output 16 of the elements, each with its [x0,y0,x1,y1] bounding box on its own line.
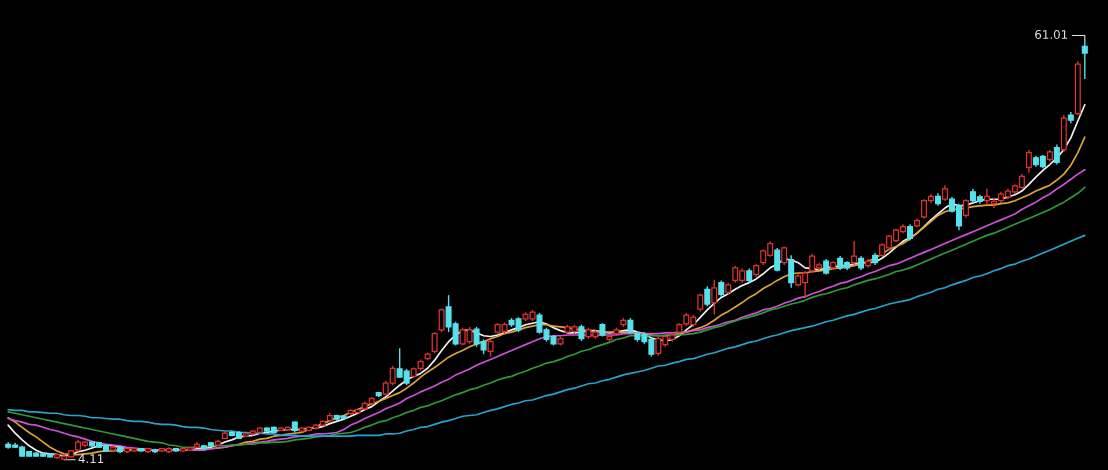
candlestick [983,188,990,206]
candlestick [704,285,711,307]
candlestick [438,307,445,333]
candlestick [962,198,969,219]
candlestick [1081,38,1088,80]
candlestick [431,331,438,355]
annotation: 4.11 [78,454,104,463]
candlestick [990,197,997,209]
candlestick [781,245,788,266]
candlestick [1025,149,1032,174]
candlestick [1053,143,1060,166]
candlestick [851,240,858,266]
candlestick [774,247,781,273]
text: 61.01 [1035,30,1068,39]
candlestick [788,254,795,289]
candlestick [711,278,718,316]
